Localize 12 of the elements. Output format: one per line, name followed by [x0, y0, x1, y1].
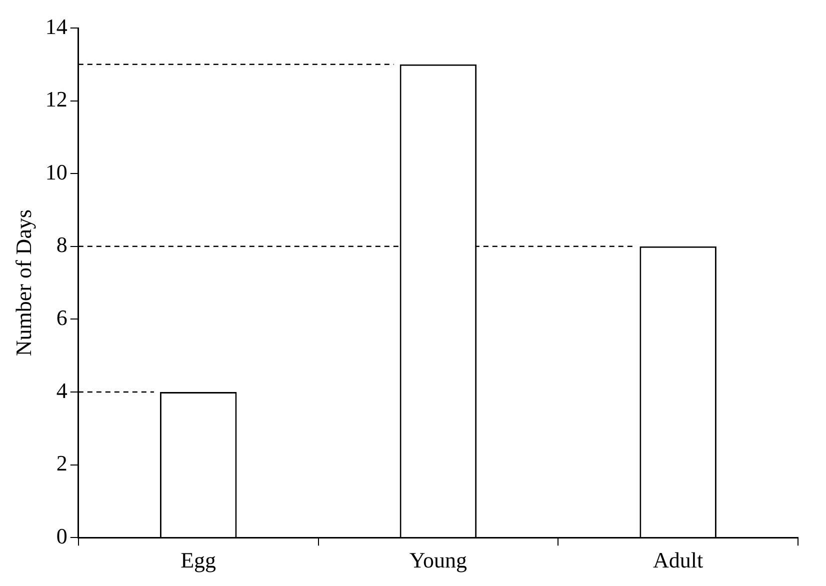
- y-tick-label: 4: [56, 378, 68, 403]
- x-tick-label: Young: [409, 548, 468, 573]
- y-tick-label: 0: [56, 523, 68, 548]
- y-tick-label: 12: [45, 86, 68, 112]
- x-tick-label: Adult: [653, 548, 704, 573]
- y-tick-label: 6: [56, 304, 68, 330]
- y-axis-title: Number of Days: [10, 209, 36, 356]
- y-tick-label: 10: [45, 159, 68, 184]
- y-tick-label: 2: [56, 450, 68, 476]
- y-tick-label: 8: [56, 232, 68, 258]
- x-tick-label: Egg: [180, 548, 216, 573]
- y-tick-label: 14: [45, 14, 68, 39]
